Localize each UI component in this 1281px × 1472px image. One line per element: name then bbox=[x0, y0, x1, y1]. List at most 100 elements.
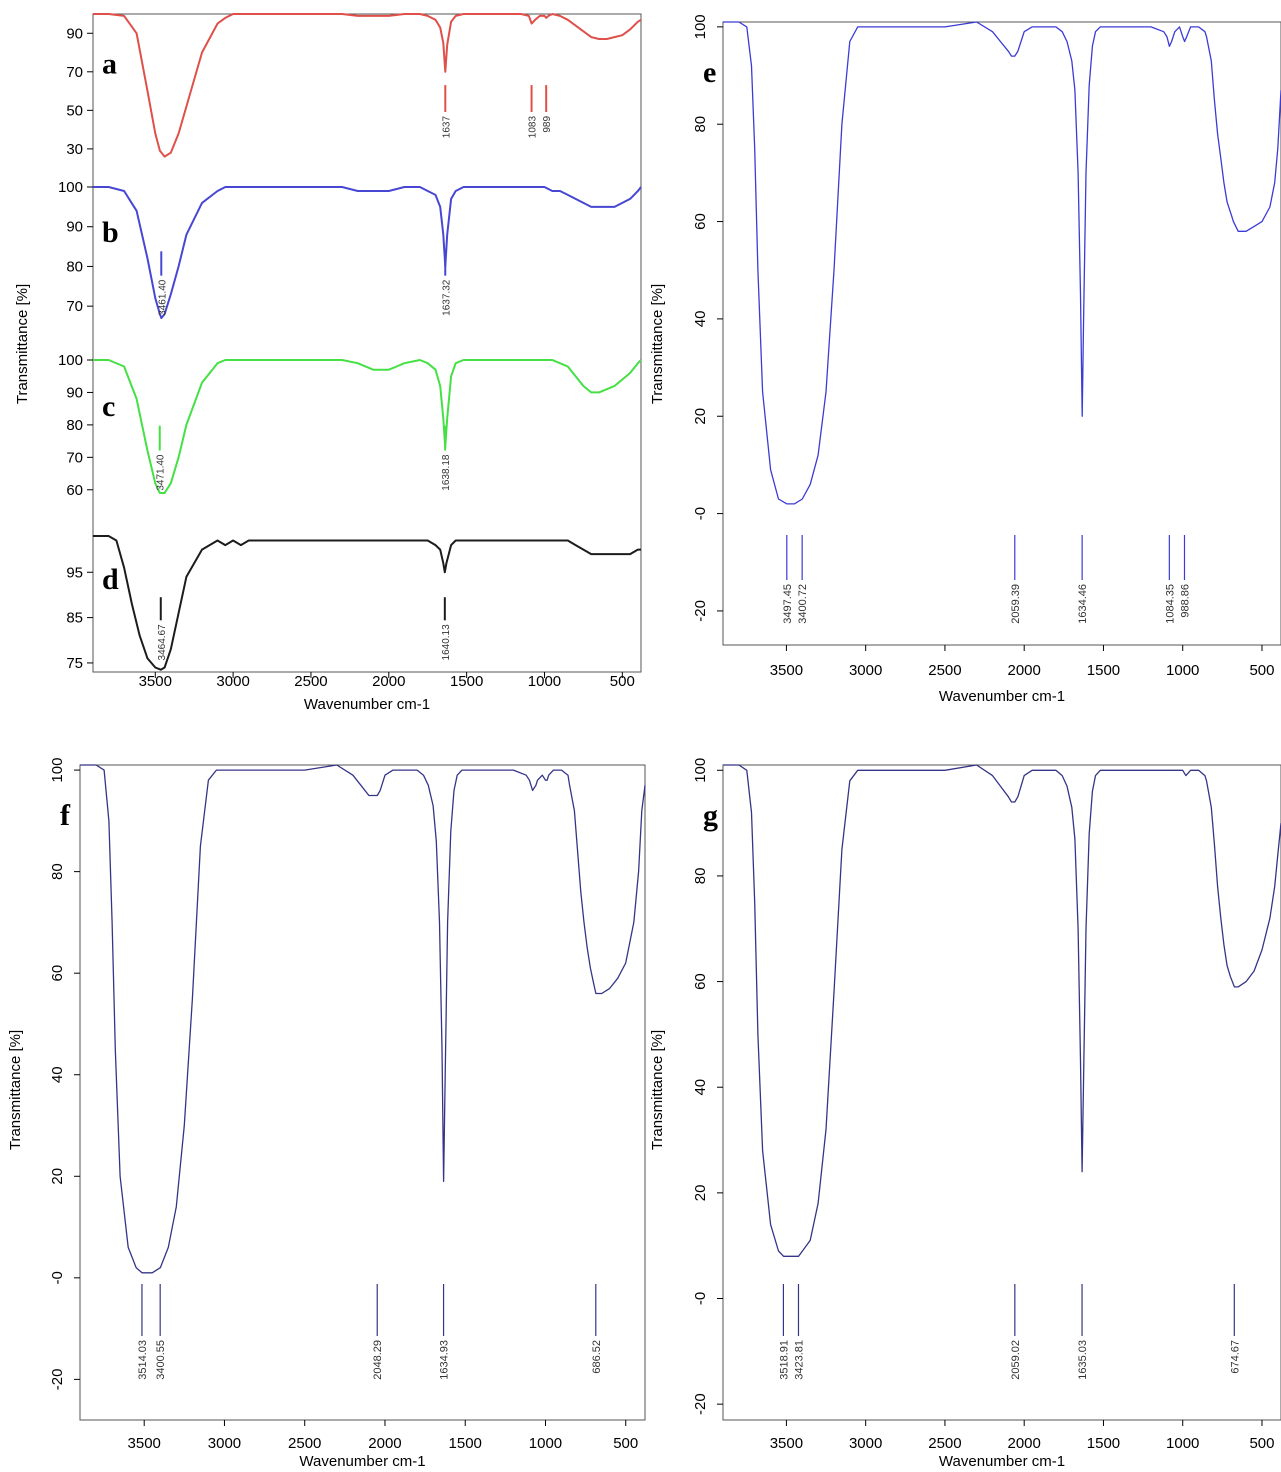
y-axis-label: Transmittance [%] bbox=[7, 1030, 24, 1150]
peak-label: 3497.45 bbox=[782, 584, 794, 624]
x-tick-label: 2000 bbox=[1008, 662, 1041, 679]
chart-panel-e: 100 80 60 40 20 -0 -20 3497.45 3400.72 2059.39 163… bbox=[649, 14, 1281, 705]
peak-label: 988.86 bbox=[1179, 584, 1191, 618]
chart-panel-g: 100 80 60 40 20 -0 -20 3518.91 3423.81 2059.02 163… bbox=[649, 758, 1281, 1470]
x-tick-label: 3500 bbox=[770, 1435, 803, 1452]
y-tick-label: 70 bbox=[66, 449, 83, 466]
subplot-d: 95 85 75 3464.67 1640.13 d bbox=[66, 535, 641, 672]
spectrum-line-f bbox=[80, 764, 646, 1274]
spectrum-line-d bbox=[93, 535, 641, 671]
y-tick-label: 100 bbox=[692, 14, 709, 39]
panel-letter-f: f bbox=[60, 799, 71, 832]
x-tick-label: 2500 bbox=[294, 673, 327, 690]
x-tick-label: 3000 bbox=[208, 1435, 241, 1452]
x-tick-label: 3500 bbox=[128, 1435, 161, 1452]
panel-letter-a: a bbox=[102, 47, 117, 80]
x-tick-label: 1000 bbox=[529, 1435, 562, 1452]
x-tick-label: 1000 bbox=[1166, 662, 1199, 679]
y-axis-label: Transmittance [%] bbox=[14, 284, 31, 404]
x-tick-label: 3500 bbox=[770, 662, 803, 679]
peak-label: 1634.93 bbox=[439, 1340, 451, 1380]
y-tick-label: -20 bbox=[692, 600, 709, 622]
peak-label: 3400.55 bbox=[155, 1340, 167, 1380]
y-tick-label: 100 bbox=[692, 758, 709, 783]
peak-label: 2059.39 bbox=[1010, 584, 1022, 624]
y-tick-label: 60 bbox=[49, 965, 66, 982]
y-tick-label: 20 bbox=[692, 408, 709, 425]
y-tick-label: 20 bbox=[49, 1168, 66, 1185]
peak-label: 686.52 bbox=[591, 1340, 603, 1374]
plot-frame bbox=[722, 764, 1281, 1421]
spectrum-line-b bbox=[93, 186, 642, 320]
x-tick-label: 500 bbox=[1249, 662, 1274, 679]
spectrum-line-c bbox=[93, 359, 642, 494]
x-axis-label: Wavenumber cm-1 bbox=[304, 696, 430, 713]
peak-label: 3423.81 bbox=[793, 1340, 805, 1380]
y-tick-label: 90 bbox=[66, 219, 83, 236]
y-tick-label: 40 bbox=[692, 1079, 709, 1096]
y-tick-label: 85 bbox=[66, 610, 83, 627]
subplot-a: 90 70 50 30 1637 1083 989 a bbox=[66, 13, 642, 158]
x-tick-label: 2500 bbox=[928, 662, 961, 679]
peak-label: 989 bbox=[542, 116, 553, 133]
peak-label: 3518.91 bbox=[778, 1340, 790, 1380]
peak-label: 3400.72 bbox=[797, 584, 809, 624]
panel-letter-d: d bbox=[102, 563, 119, 596]
x-tick-label: 1000 bbox=[528, 673, 561, 690]
panel-letter-c: c bbox=[102, 390, 115, 423]
y-tick-label: 20 bbox=[692, 1185, 709, 1202]
peak-label: 1637.32 bbox=[441, 279, 452, 316]
x-tick-label: 500 bbox=[1249, 1435, 1274, 1452]
y-tick-label: 80 bbox=[66, 417, 83, 434]
panel-letter-g: g bbox=[703, 799, 718, 832]
x-tick-label: 2000 bbox=[372, 673, 405, 690]
peak-label: 1634.46 bbox=[1077, 584, 1089, 624]
peak-label: 2059.02 bbox=[1010, 1340, 1022, 1380]
y-tick-label: 80 bbox=[692, 116, 709, 133]
plot-frame bbox=[722, 21, 1281, 646]
x-tick-label: 1500 bbox=[1087, 1435, 1120, 1452]
y-axis-label: Transmittance [%] bbox=[649, 284, 666, 404]
y-tick-label: 100 bbox=[58, 352, 83, 369]
y-tick-label: -0 bbox=[692, 1292, 709, 1305]
peak-label: 3471.40 bbox=[156, 454, 167, 491]
y-axis-label: Transmittance [%] bbox=[649, 1030, 666, 1150]
y-tick-label: 75 bbox=[66, 655, 83, 672]
x-tick-label: 1500 bbox=[449, 1435, 482, 1452]
spectrum-line-a bbox=[93, 13, 642, 158]
y-tick-label: 40 bbox=[692, 311, 709, 328]
subplot-b: 100 90 80 70 3461.40 1637.32 b bbox=[58, 179, 642, 320]
y-tick-label: 95 bbox=[66, 564, 83, 581]
y-tick-label: 60 bbox=[66, 482, 83, 499]
peak-label: 674.67 bbox=[1229, 1340, 1241, 1374]
peak-label: 1083 bbox=[528, 116, 539, 139]
y-tick-label: 60 bbox=[692, 213, 709, 230]
y-tick-label: 90 bbox=[66, 25, 83, 42]
x-tick-label: 1500 bbox=[1087, 662, 1120, 679]
x-axis-label: Wavenumber cm-1 bbox=[299, 1453, 425, 1470]
panel-letter-e: e bbox=[703, 56, 716, 89]
x-tick-label: 3000 bbox=[216, 673, 249, 690]
peak-label: 1084.35 bbox=[1164, 584, 1176, 624]
y-tick-label: 60 bbox=[692, 973, 709, 990]
y-tick-label: -20 bbox=[49, 1369, 66, 1391]
spectrum-line-e bbox=[723, 21, 1281, 505]
peak-label: 1637 bbox=[441, 116, 452, 139]
y-tick-label: 70 bbox=[66, 64, 83, 81]
peak-label: 2048.29 bbox=[372, 1340, 384, 1380]
x-tick-label: 3000 bbox=[849, 1435, 882, 1452]
y-tick-label: 50 bbox=[66, 102, 83, 119]
x-axis-label: Wavenumber cm-1 bbox=[939, 1453, 1065, 1470]
y-tick-label: 80 bbox=[66, 258, 83, 275]
chart-panel-f: 100 80 60 40 20 -0 -20 3514.03 3400.55 2048.29 163… bbox=[7, 758, 646, 1470]
x-tick-label: 1500 bbox=[450, 673, 483, 690]
peak-label: 1640.13 bbox=[441, 624, 452, 661]
x-tick-label: 3500 bbox=[139, 673, 172, 690]
x-axis-label: Wavenumber cm-1 bbox=[939, 688, 1065, 705]
chart-panel-a-d: 90 70 50 30 1637 1083 989 a 100 90 80 70 3461.40 1637… bbox=[14, 13, 642, 713]
y-tick-label: 30 bbox=[66, 141, 83, 158]
plot-frame bbox=[92, 13, 642, 673]
x-tick-label: 2000 bbox=[1008, 1435, 1041, 1452]
y-tick-label: 70 bbox=[66, 298, 83, 315]
